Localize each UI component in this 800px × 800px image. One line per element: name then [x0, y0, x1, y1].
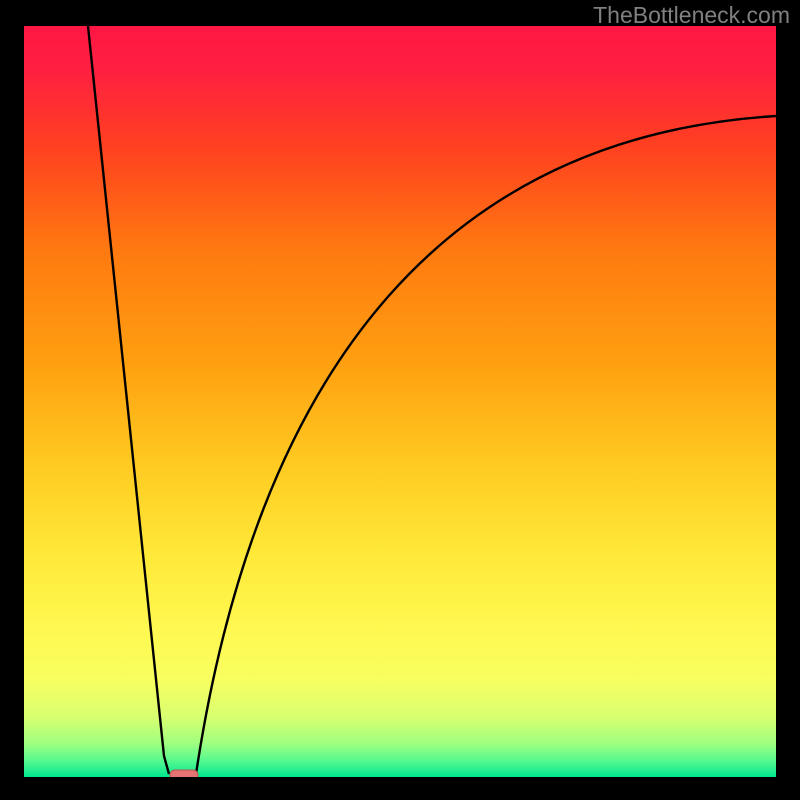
min-marker	[170, 770, 198, 777]
right-arc-line	[196, 116, 776, 774]
left-v-line	[88, 26, 169, 774]
watermark-text: TheBottleneck.com	[593, 2, 790, 29]
chart-curves	[24, 26, 776, 777]
chart-container: { "canvas": { "width": 800, "height": 80…	[0, 0, 800, 800]
plot-area	[24, 26, 776, 777]
